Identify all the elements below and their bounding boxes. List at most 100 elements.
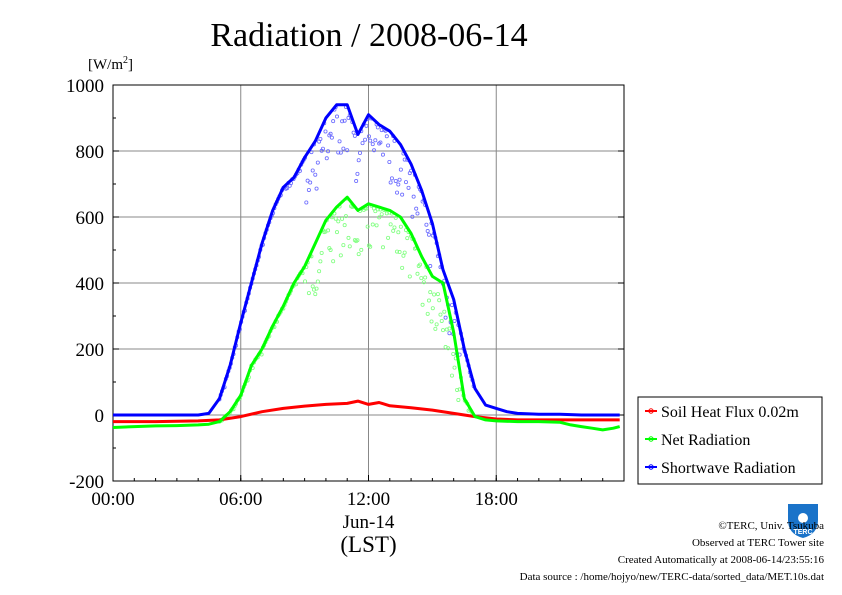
scatter-point (441, 328, 446, 333)
scatter-point (329, 135, 334, 140)
scatter-point (306, 187, 311, 192)
series-line (112, 195, 621, 432)
scatter-point (315, 160, 320, 165)
scatter-point (419, 276, 424, 281)
scatter-point (418, 262, 423, 267)
scatter-point (403, 180, 408, 185)
scatter-point (456, 397, 461, 402)
scatter-point (333, 216, 338, 221)
scatter-point (410, 214, 415, 219)
scatter-point (328, 247, 333, 252)
scatter-point (397, 250, 402, 255)
scatter-point (380, 245, 385, 250)
scatter-point (341, 146, 346, 151)
scatter-point (379, 212, 384, 217)
plot-frame (112, 84, 625, 482)
legend-marker (648, 408, 654, 414)
scatter-point (336, 150, 341, 155)
scatter-point (341, 243, 346, 248)
scatter-point (386, 235, 391, 240)
scatter-point (452, 365, 457, 370)
credit-source: Data source : /home/hojyo/new/TERC-data/… (519, 571, 824, 583)
scatter-point (375, 125, 380, 130)
scatter-point (314, 186, 319, 191)
scatter-point (387, 159, 392, 164)
scatter-point (313, 172, 318, 177)
scatter-point (320, 146, 325, 151)
scatter-point (355, 171, 360, 176)
ytick-label: 400 (76, 274, 105, 295)
scatter-point (365, 224, 370, 229)
scatter-point (393, 215, 398, 220)
scatter-point (424, 222, 429, 227)
scatter-point (405, 236, 410, 241)
scatter-point (318, 259, 323, 264)
legend-label: Soil Heat Flux 0.02m (661, 404, 799, 421)
scatter-point (342, 223, 347, 228)
scatter-point (426, 298, 431, 303)
scatter-point (396, 182, 401, 187)
scatter-point (342, 118, 347, 123)
scatter-point (426, 232, 431, 237)
scatter-point (386, 143, 391, 148)
scatter-point (391, 228, 396, 233)
chart-title: Radiation / 2008-06-14 (210, 17, 527, 54)
scatter-point (326, 228, 331, 233)
x-date-label: Jun-14 (343, 512, 395, 533)
scatter-point (374, 223, 379, 228)
scatter-point (402, 250, 407, 255)
scatter-point (356, 252, 361, 257)
scatter-point (402, 157, 407, 162)
scatter-point (345, 148, 350, 153)
scatter-point (373, 138, 378, 143)
scatter-point (400, 265, 405, 270)
scatter-point (360, 141, 365, 146)
scatter-point (377, 215, 382, 220)
logo-drop (798, 513, 808, 523)
legend: Soil Heat Flux 0.02m Net Radiation Shortwa… (637, 396, 823, 485)
scatter-point (340, 216, 345, 221)
scatter-point (415, 271, 420, 276)
scatter-point (406, 185, 411, 190)
scatter-point (388, 222, 393, 227)
scatter-point (423, 275, 428, 280)
scatter-point (447, 331, 452, 336)
scatter-point (364, 123, 369, 128)
ytick-label: 1000 (66, 76, 104, 97)
ytick-label: 200 (76, 340, 105, 361)
scatter-point (373, 209, 378, 214)
scatter-point (396, 230, 401, 235)
scatter-point (308, 180, 313, 185)
scatter-point (379, 128, 384, 133)
scatter-point (324, 156, 329, 161)
scatter-point (347, 244, 352, 249)
scatter-point (407, 274, 412, 279)
xtick-label: 00:00 (91, 489, 134, 510)
scatter-point (415, 211, 420, 216)
scatter-point (318, 136, 323, 141)
legend-label: Net Radiation (661, 432, 750, 449)
scatter-point (389, 176, 394, 181)
scatter-point (334, 230, 339, 235)
axes: -200 0 200 400 600 800 1000 00:00 06:00 12:00 18:0… (66, 55, 625, 557)
series-line (113, 399, 620, 424)
credit-copyright: ©TERC, Univ. Tsukuba (718, 520, 824, 532)
scatter-point (337, 139, 342, 144)
scatter-point (326, 149, 331, 154)
scatter-point (359, 247, 364, 252)
scatter-point (420, 302, 425, 307)
scatter-point (388, 180, 393, 185)
scatter-point (378, 140, 383, 145)
ytick-label: -200 (69, 472, 104, 493)
scatter-point (305, 178, 310, 183)
scatter-point (457, 387, 462, 392)
scatter-point (331, 119, 336, 124)
scatter-point (452, 318, 457, 323)
grid (113, 85, 624, 481)
scatter-point (313, 292, 318, 297)
scatter-point (443, 315, 448, 320)
scatter-point (370, 222, 375, 227)
x-timezone-label: (LST) (340, 532, 396, 557)
scatter-point (336, 219, 341, 224)
scatter-point (398, 224, 403, 229)
